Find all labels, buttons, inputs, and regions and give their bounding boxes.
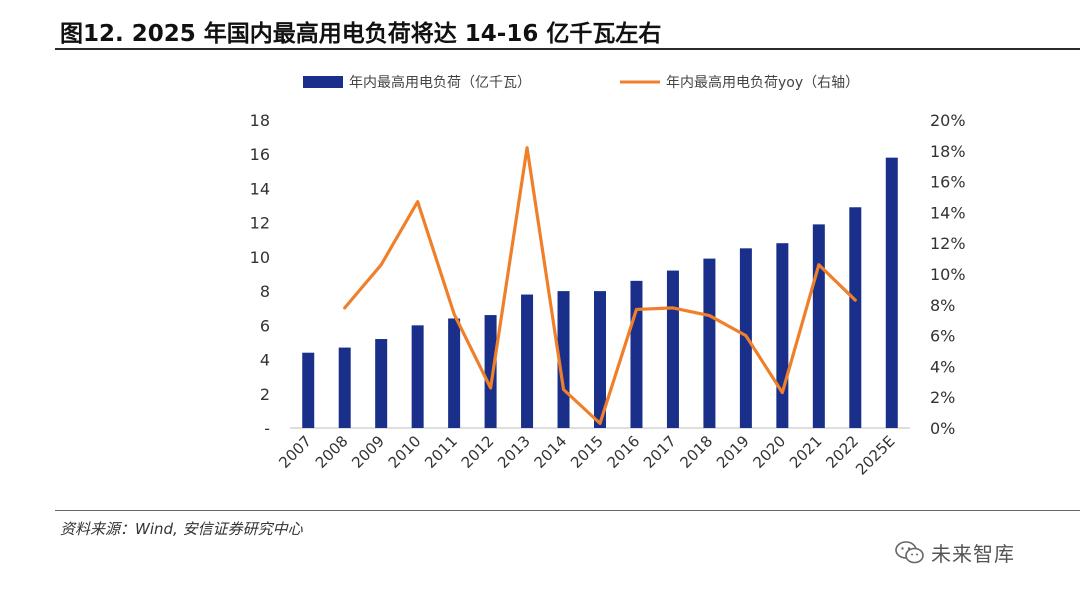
bar <box>302 352 315 428</box>
bar <box>666 270 679 428</box>
y-right-tick-label: 8% <box>930 296 955 315</box>
bar <box>885 157 898 428</box>
y-left-tick-label: 2 <box>260 385 270 404</box>
y-left-tick-label: 16 <box>250 145 270 164</box>
x-tick-label: 2015 <box>567 432 607 472</box>
watermark: 未来智库 <box>895 538 1015 567</box>
bar <box>375 339 388 428</box>
legend-label-line: 年内最高用电负荷yoy（右轴） <box>666 74 859 91</box>
y-left-tick-label: 18 <box>250 111 270 130</box>
bar <box>448 318 461 428</box>
bar <box>630 280 643 428</box>
x-tick-label: 2012 <box>458 432 498 472</box>
title-divider <box>55 48 1080 50</box>
y-left-tick-label: 14 <box>250 179 270 198</box>
y-right-tick-label: 18% <box>930 142 966 161</box>
source-note: 资料来源：Wind, 安信证券研究中心 <box>60 520 303 538</box>
chart: 年内最高用电负荷（亿千瓦） 年内最高用电负荷yoy（右轴） - 2 4 6 8 10 12 14 1… <box>250 74 966 479</box>
x-tick-label: 2016 <box>604 432 644 472</box>
y-right-tick-label: 14% <box>930 203 966 222</box>
y-left-tick-label: - <box>264 419 270 438</box>
bar <box>521 294 534 428</box>
bar <box>776 243 789 428</box>
x-tick-label: 2013 <box>494 432 534 472</box>
x-tick-label: 2008 <box>312 432 352 472</box>
bar <box>484 315 497 428</box>
bar <box>812 224 825 428</box>
x-tick-label: 2025E <box>852 432 898 478</box>
x-tick-label: 2018 <box>677 432 717 472</box>
x-tick-label: 2019 <box>713 432 753 472</box>
wechat-icon <box>895 540 924 563</box>
y-left-tick-label: 4 <box>260 351 270 370</box>
bar <box>594 291 606 428</box>
y-right-tick-label: 6% <box>930 327 955 346</box>
x-tick-label: 2020 <box>749 432 789 472</box>
y-right-tick-label: 10% <box>930 265 966 284</box>
y-left-tick-label: 12 <box>250 214 270 233</box>
x-tick-label: 2010 <box>385 432 425 472</box>
y-right-tick-label: 4% <box>930 357 955 376</box>
figure-title: 图12. 2025 年国内最高用电负荷将达 14-16 亿千瓦左右 <box>60 21 662 47</box>
bar <box>338 347 351 428</box>
x-tick-label: 2021 <box>786 432 826 472</box>
y-right-tick-label: 0% <box>930 419 955 438</box>
y-right-tick-label: 2% <box>930 388 955 407</box>
line-series-yoy <box>343 146 857 425</box>
y-right-tick-label: 16% <box>930 173 966 192</box>
y-left-tick-label: 6 <box>260 316 270 335</box>
bar <box>703 258 716 428</box>
x-tick-label: 2014 <box>531 432 571 472</box>
x-tick-label: 2009 <box>348 432 388 472</box>
x-tick-label: 2007 <box>275 432 315 472</box>
x-tick-label: 2011 <box>421 432 461 472</box>
source-divider <box>55 510 1080 511</box>
watermark-text: 未来智库 <box>931 542 1015 566</box>
bar <box>849 207 862 428</box>
legend-swatch-bar <box>303 76 343 88</box>
y-left-tick-label: 10 <box>250 248 270 267</box>
legend-label-bar: 年内最高用电负荷（亿千瓦） <box>349 74 531 91</box>
bar <box>411 325 424 428</box>
x-tick-label: 2017 <box>640 432 680 472</box>
y-right-tick-label: 12% <box>930 234 966 253</box>
y-right-tick-label: 20% <box>930 111 966 130</box>
y-left-tick-label: 8 <box>260 282 270 301</box>
